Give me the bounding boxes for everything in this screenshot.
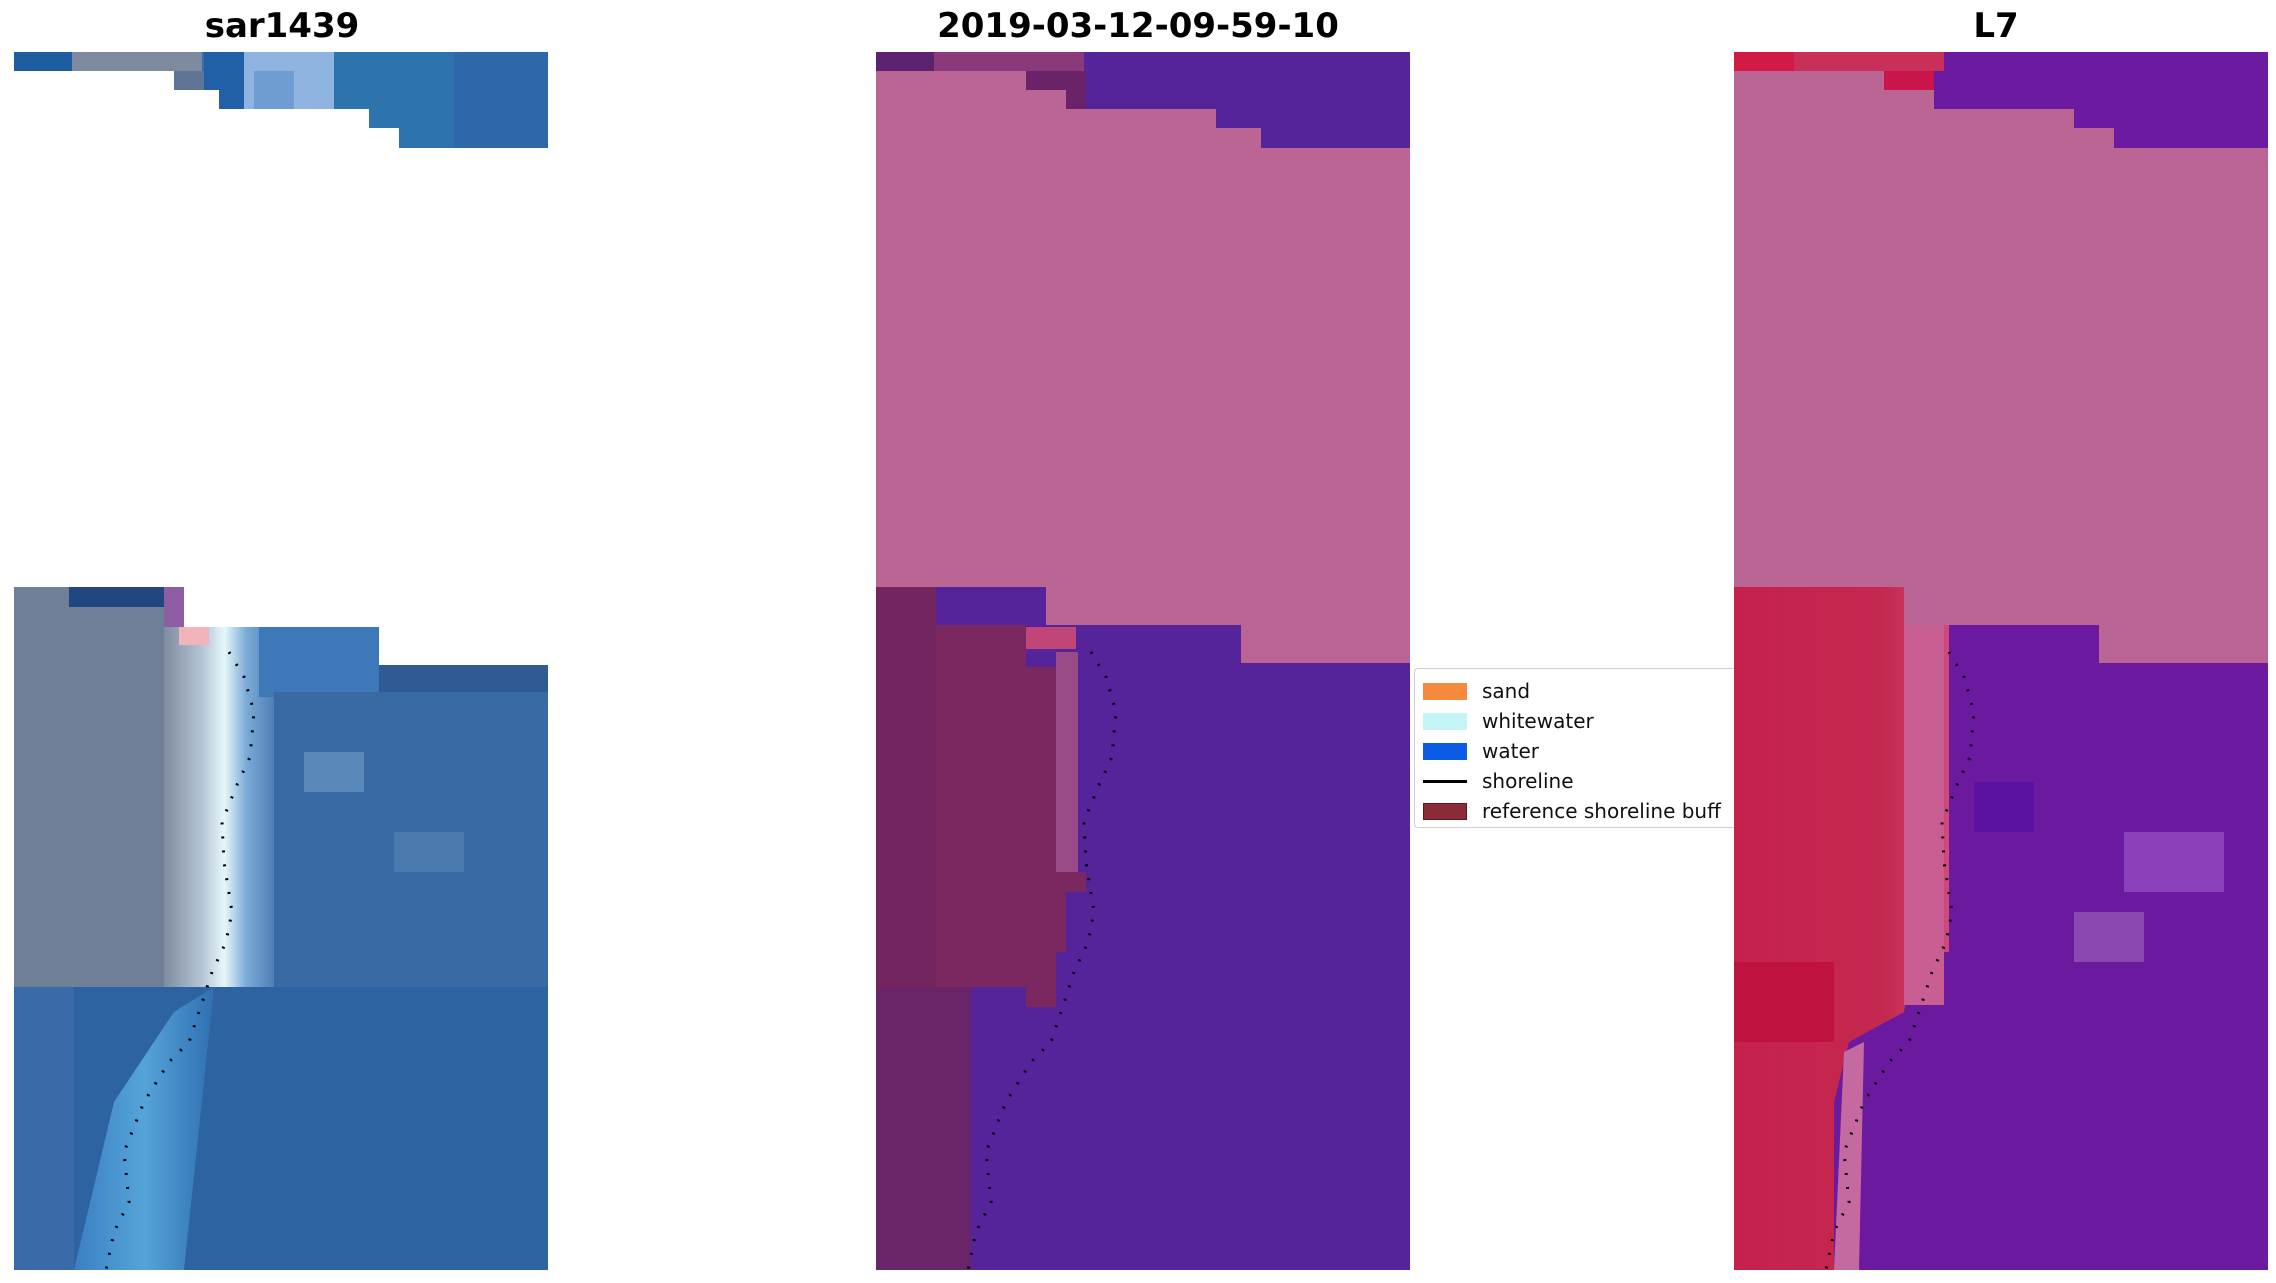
reference-buffer-swatch — [1423, 802, 1467, 820]
l7-image-panel — [1734, 52, 2268, 1270]
classified-shoreline — [966, 651, 1118, 1270]
l7-shoreline — [1824, 651, 1976, 1270]
panel-title-rgb: sar1439 — [204, 6, 360, 46]
l7-cloud-mask — [1734, 71, 2268, 663]
legend-label: sand — [1482, 679, 1531, 703]
legend-label: whitewater — [1482, 709, 1594, 733]
panel-title-classified: 2019-03-12-09-59-10 — [937, 6, 1339, 46]
legend-item-shoreline: shoreline — [1423, 767, 1574, 795]
legend-item-reference-buffer: reference shoreline buff — [1423, 797, 1721, 825]
rgb-image-panel — [14, 52, 548, 1270]
legend-item-whitewater: whitewater — [1423, 707, 1594, 735]
classified-cloud-mask — [876, 71, 1410, 663]
classified-image-panel — [876, 52, 1410, 1270]
legend-item-sand: sand — [1423, 677, 1530, 705]
water-swatch — [1423, 742, 1467, 760]
panel-title-l7: L7 — [1973, 6, 2019, 46]
shoreline-line-swatch — [1423, 779, 1467, 783]
legend-label: shoreline — [1482, 769, 1574, 793]
sand-swatch — [1423, 682, 1467, 700]
legend-label: water — [1482, 739, 1539, 763]
l7-sand — [1734, 587, 1949, 1270]
rgb-shoreline — [104, 651, 256, 1270]
legend: sand whitewater water shoreline referenc… — [1414, 668, 1734, 828]
whitewater-swatch — [1423, 712, 1467, 730]
legend-item-water: water — [1423, 737, 1539, 765]
legend-label: reference shoreline buff — [1482, 799, 1721, 823]
